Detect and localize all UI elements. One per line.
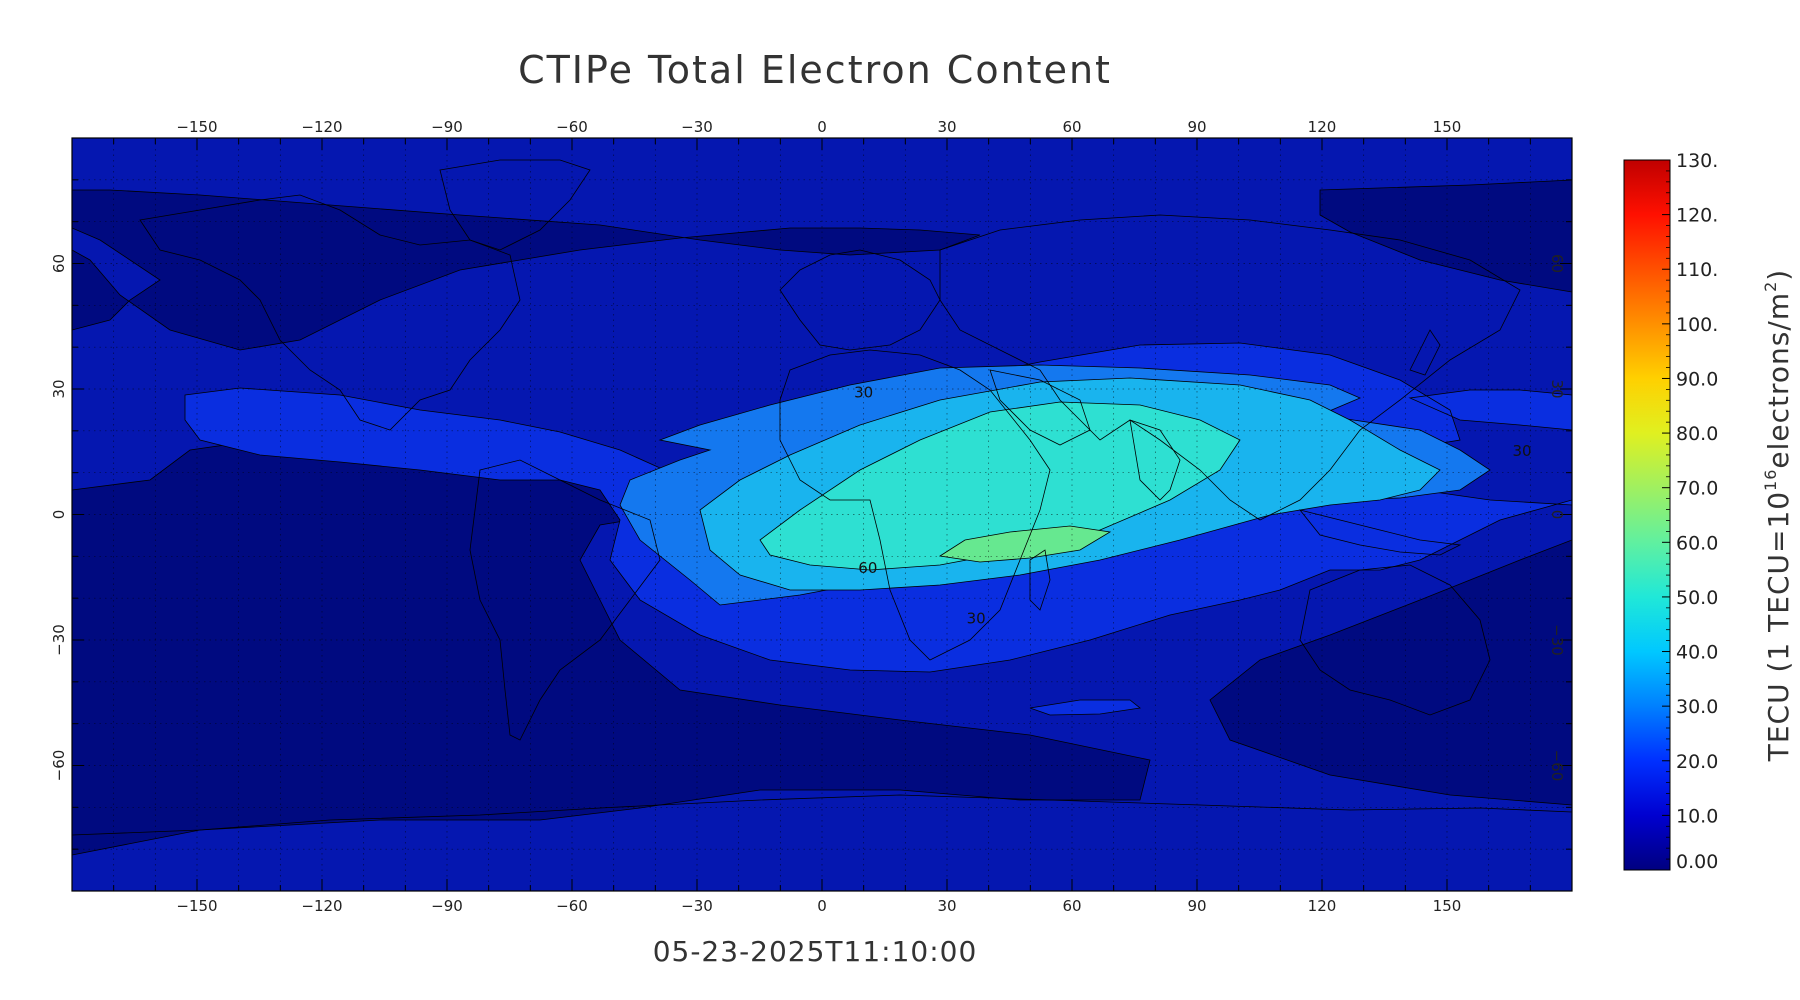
lat-tick-label-left: 30 [50, 379, 68, 398]
colorbar-tick-label: 10.0 [1676, 805, 1718, 827]
axis-labels: −150−150−120−120−90−90−60−60−30−30003030… [50, 118, 1566, 915]
colorbar-title-main: TECU (1 TECU=10 [1762, 491, 1795, 762]
contour-label: 30 [967, 609, 986, 627]
tec-level-20-south-patch [1029, 699, 1141, 716]
coast-india [1129, 419, 1181, 501]
colorbar-tick-label: 50.0 [1676, 587, 1718, 609]
lon-tick-label-bottom: −30 [681, 897, 713, 915]
lon-tick-label-bottom: 150 [1433, 897, 1462, 915]
tec-level-60 [938, 525, 1112, 563]
lon-tick-label-top: 90 [1187, 118, 1206, 136]
lat-tick-label-left: 60 [50, 254, 68, 273]
colorbar-title-mid: electrons/m [1762, 292, 1795, 469]
lon-tick-label-top: 150 [1433, 118, 1462, 136]
colorbar-tick-label: 20.0 [1676, 751, 1718, 773]
lon-tick-label-top: −30 [681, 118, 713, 136]
coast-madagascar [1029, 549, 1051, 611]
lon-tick-label-top: −90 [431, 118, 463, 136]
colorbar-ticks: 0.00 10.0 20.0 30.0 40.0 50.0 60.0 70.0 80.0 90.0… [1662, 150, 1718, 873]
lon-tick-label-bottom: 0 [817, 897, 827, 915]
coast-asia [939, 214, 1521, 521]
lon-tick-label-top: 0 [817, 118, 827, 136]
contour-label: 30 [1512, 442, 1531, 460]
lon-tick-label-top: 30 [937, 118, 956, 136]
contour-label: 30 [854, 383, 873, 401]
colorbar-title: TECU (1 TECU=1016electrons/m2) [1761, 269, 1795, 762]
lat-tick-label-right: 0 [1548, 510, 1566, 520]
lon-tick-label-top: −60 [556, 118, 588, 136]
lat-tick-label-left: −60 [50, 750, 68, 782]
colorbar-tick-label: 60.0 [1676, 532, 1718, 554]
grid-lines [72, 138, 1572, 891]
lon-tick-label-bottom: 90 [1187, 897, 1206, 915]
colorbar-tick-label: 120. [1676, 205, 1718, 227]
lon-tick-label-bottom: −120 [301, 897, 342, 915]
lon-tick-label-top: −150 [176, 118, 217, 136]
coast-indonesia [1298, 509, 1462, 556]
lon-tick-label-top: 120 [1308, 118, 1337, 136]
coast-antarctica [72, 794, 1572, 836]
colorbar-title-sup: 16 [1761, 469, 1780, 491]
colorbar-bar [1623, 159, 1671, 871]
lon-tick-label-bottom: 60 [1062, 897, 1081, 915]
lat-tick-label-right: 60 [1548, 254, 1566, 273]
coast-australia [1299, 564, 1491, 716]
contour-labels: 30 30 60 30 [854, 383, 1531, 627]
lat-tick-label-right: −60 [1548, 750, 1566, 782]
lat-tick-label-right: 30 [1548, 379, 1566, 398]
colorbar: 0.00 10.0 20.0 30.0 40.0 50.0 60.0 70.0 80.0 90.0… [1623, 150, 1795, 873]
tec-map: 30 30 60 30 [72, 138, 1572, 891]
lat-tick-label-right: −30 [1548, 624, 1566, 656]
colorbar-title-sup2: 2 [1761, 281, 1780, 292]
lon-tick-label-bottom: −60 [556, 897, 588, 915]
colorbar-tick-label: 90.0 [1676, 368, 1718, 390]
frame-ticks [72, 138, 1572, 891]
colorbar-tick-label: 130. [1676, 150, 1718, 172]
colorbar-title-end: ) [1762, 269, 1795, 281]
colorbar-tick-label: 30.0 [1676, 696, 1718, 718]
lat-tick-label-left: 0 [50, 510, 68, 520]
coast-japan [1409, 329, 1441, 376]
lat-tick-label-left: −30 [50, 624, 68, 656]
timestamp: 05-23-2025T11:10:00 [652, 935, 978, 968]
colorbar-tick-label: 70.0 [1676, 478, 1718, 500]
lon-tick-label-bottom: 120 [1308, 897, 1337, 915]
lon-tick-label-top: 60 [1062, 118, 1081, 136]
lon-tick-label-bottom: −150 [176, 897, 217, 915]
page-title: CTIPe Total Electron Content [518, 48, 1112, 92]
colorbar-tick-label: 100. [1676, 314, 1718, 336]
colorbar-tick-label: 40.0 [1676, 642, 1718, 664]
colorbar-tick-label: 110. [1676, 259, 1718, 281]
lon-tick-label-top: −120 [301, 118, 342, 136]
coast-arabia [989, 369, 1091, 446]
tec-level-50 [759, 401, 1241, 571]
coast-africa [779, 349, 1051, 661]
lon-tick-label-bottom: −90 [431, 897, 463, 915]
colorbar-tick-label: 0.00 [1676, 851, 1718, 873]
contour-label: 60 [858, 559, 877, 577]
lon-tick-label-bottom: 30 [937, 897, 956, 915]
coast-north-america [139, 194, 521, 431]
colorbar-tick-label: 80.0 [1676, 423, 1718, 445]
coast-south-america [469, 459, 661, 741]
